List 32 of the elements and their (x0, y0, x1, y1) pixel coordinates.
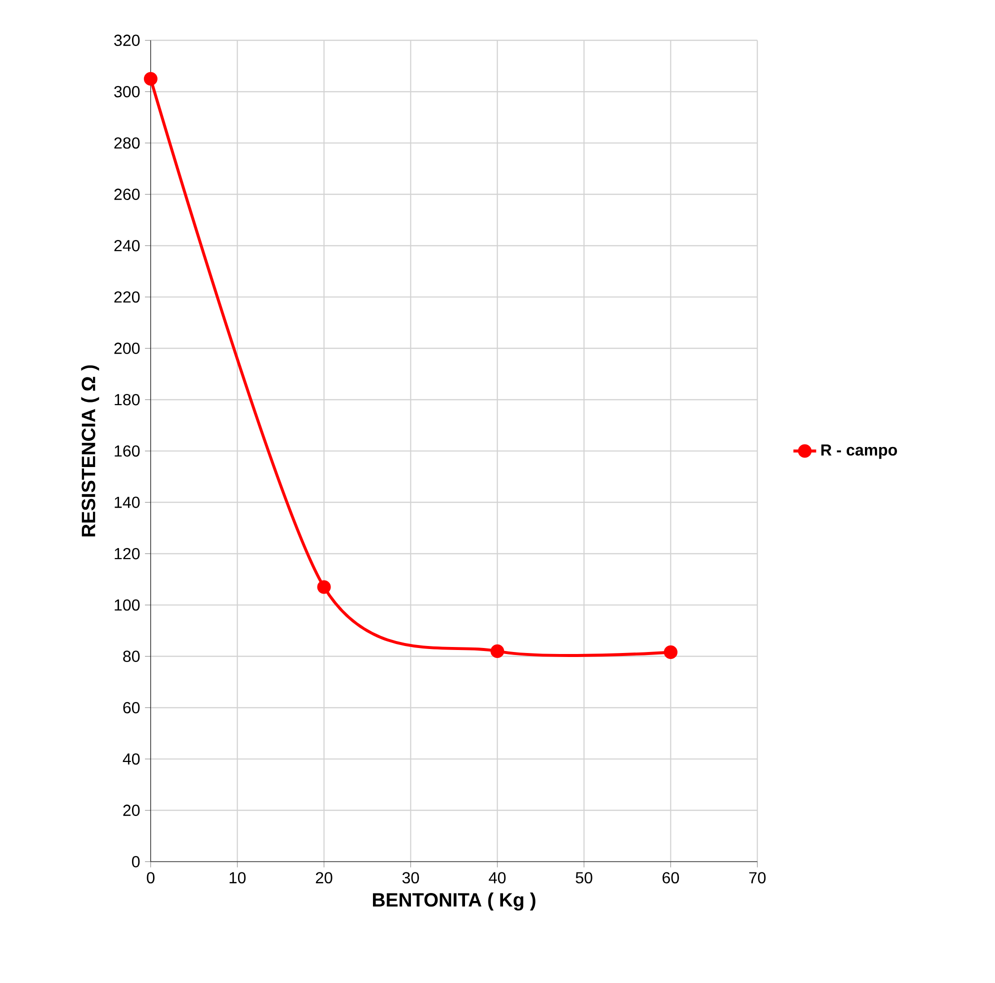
x-tick-label: 50 (576, 872, 592, 884)
x-tick-label: 0 (146, 872, 155, 884)
y-tick-label: 0 (132, 856, 140, 868)
x-tick-label: 20 (316, 872, 332, 884)
point (490, 644, 504, 658)
y-tick-label: 100 (114, 599, 140, 611)
y-tick-label: 220 (114, 291, 140, 303)
point (317, 580, 331, 594)
y-tick-label: 60 (123, 702, 140, 714)
y-tick-label: 80 (123, 650, 140, 662)
y-tick-label: 40 (122, 753, 140, 765)
y-axis-title: RESISTENCIA ( Ω ) (81, 365, 100, 536)
y-tick-label: 320 (114, 34, 140, 46)
x-tick-label: 60 (662, 872, 679, 884)
x-axis-title: BENTONITA ( Kg ) (372, 892, 536, 911)
y-tick-label: 240 (114, 240, 140, 252)
x-tick-label: 10 (230, 872, 246, 884)
y-tick-label: 140 (114, 496, 140, 508)
x-tick-label: 70 (749, 872, 766, 884)
y-tick-label: 180 (114, 394, 140, 406)
y-tick-label: 280 (114, 137, 140, 149)
point (144, 72, 158, 86)
y-tick-label: 300 (114, 86, 140, 98)
point (664, 645, 678, 660)
y-tick-label: 160 (114, 445, 140, 457)
y-tick-label: 120 (114, 548, 140, 560)
legend-label: R - campo (821, 444, 897, 459)
y-tick-label: 20 (123, 804, 140, 816)
y-tick-label: 200 (114, 342, 140, 354)
x-tick-label: 30 (402, 872, 419, 884)
y-tick-label: 260 (114, 188, 140, 200)
x-tick-label: 40 (488, 872, 506, 884)
